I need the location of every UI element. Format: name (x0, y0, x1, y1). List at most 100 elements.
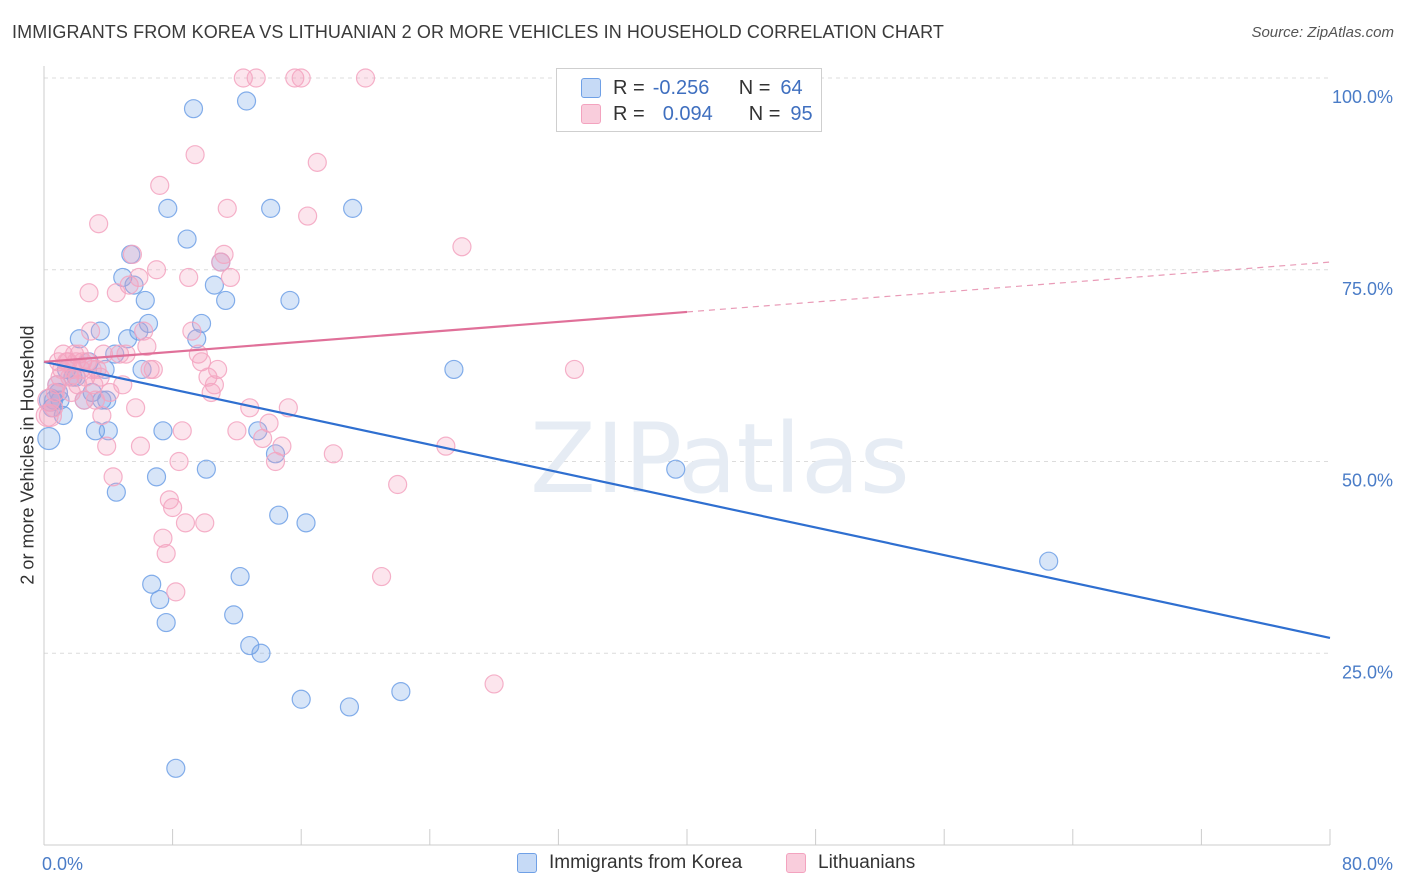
point-0-51 (269, 505, 289, 525)
point-1-94 (564, 359, 585, 380)
point-1-57 (169, 451, 189, 472)
point-0-38 (191, 313, 212, 334)
point-1-25 (81, 321, 101, 341)
y-axis-label: 2 or more Vehicles in Household (17, 325, 38, 585)
legend-n-label-korea: N = (738, 76, 771, 99)
point-1-45 (130, 436, 151, 456)
point-1-81 (272, 436, 292, 456)
point-0-9 (69, 329, 89, 349)
point-0-19 (106, 482, 126, 502)
point-1-32 (92, 405, 112, 426)
point-1-62 (185, 145, 205, 165)
point-0-43 (224, 605, 244, 625)
point-0-42 (216, 290, 236, 311)
y-tick-label-1: 75.0% (1342, 279, 1393, 299)
legend-item-label-lithuanians: Lithuanians (818, 852, 916, 873)
point-1-73 (220, 267, 241, 288)
legend-n-value-korea: 64 (780, 76, 803, 99)
legend-swatch-korea (581, 78, 601, 98)
point-1-53 (156, 543, 176, 564)
legend-n-label-lithuanians: N = (748, 102, 781, 125)
point-1-55 (163, 497, 183, 518)
point-1-60 (179, 267, 199, 288)
point-0-6 (53, 405, 73, 426)
point-1-71 (214, 244, 234, 265)
data-points (35, 68, 1059, 778)
point-0-25 (132, 359, 152, 380)
point-1-61 (182, 321, 202, 341)
point-0-0 (37, 426, 61, 451)
point-1-84 (291, 68, 311, 88)
trend-line-0 (43, 360, 1331, 639)
point-1-89 (371, 566, 392, 587)
point-1-66 (198, 367, 218, 387)
point-1-83 (285, 68, 305, 88)
point-1-36 (103, 467, 123, 487)
legend-row-lithuanians: R = 0.094 N = 95 (581, 101, 813, 127)
grid-lines (44, 77, 1330, 654)
series-legend: Immigrants from Korea Lithuanians (0, 852, 1406, 876)
point-0-21 (117, 329, 138, 349)
point-1-21 (74, 390, 94, 410)
point-1-43 (126, 398, 146, 418)
legend-item-lithuanians[interactable]: Lithuanians (786, 852, 915, 874)
point-1-56 (166, 582, 186, 602)
series-points-1 (35, 68, 585, 694)
axes (43, 66, 1331, 846)
point-0-52 (280, 290, 300, 311)
legend-item-korea[interactable]: Immigrants from Korea (517, 852, 742, 874)
point-1-77 (246, 68, 266, 88)
point-1-59 (175, 513, 196, 533)
y-tick-label-2: 50.0% (1342, 471, 1393, 491)
point-1-93 (484, 674, 504, 694)
trend-line-1 (43, 310, 688, 363)
point-1-34 (97, 436, 117, 456)
point-1-31 (90, 367, 110, 387)
x-tick-label-0: 0.0% (42, 854, 83, 874)
point-1-52 (153, 528, 173, 548)
point-1-42 (122, 244, 143, 265)
point-0-57 (391, 681, 411, 702)
point-1-85 (298, 206, 318, 226)
legend-row-korea: R = -0.256 N = 64 (581, 75, 803, 101)
point-1-72 (217, 198, 237, 218)
point-1-27 (84, 375, 104, 395)
x-tick-label-1: 80.0% (1342, 854, 1393, 874)
point-0-16 (97, 390, 117, 410)
point-1-3 (44, 398, 64, 418)
point-0-14 (90, 321, 110, 341)
point-1-90 (388, 474, 408, 495)
y-tick-label-3: 25.0% (1342, 662, 1393, 682)
point-0-24 (129, 321, 149, 341)
point-1-74 (227, 421, 247, 441)
point-0-60 (1039, 551, 1059, 571)
stats-legend: R = -0.256 N = 64 R = 0.094 N = 95 (556, 68, 822, 132)
trend-lines (43, 261, 1331, 639)
legend-swatch-lithuanians (581, 104, 601, 124)
y-tick-label-0: 100.0% (1332, 87, 1393, 107)
point-1-54 (159, 490, 179, 510)
point-1-47 (137, 336, 157, 357)
point-1-58 (172, 421, 192, 441)
point-0-59 (666, 459, 686, 479)
chart-source: Source: ZipAtlas.com (1251, 24, 1394, 41)
point-0-48 (251, 643, 271, 663)
point-0-49 (261, 198, 281, 218)
point-1-24 (79, 283, 99, 303)
point-0-55 (339, 697, 360, 717)
chart-title: IMMIGRANTS FROM KOREA VS LITHUANIAN 2 OR… (12, 22, 944, 42)
point-0-58 (444, 359, 464, 380)
point-0-39 (196, 459, 216, 479)
point-1-46 (134, 321, 154, 341)
point-0-53 (291, 689, 311, 709)
trend-line-extension-1 (686, 261, 1331, 313)
point-0-40 (204, 275, 224, 295)
point-1-69 (208, 359, 228, 380)
point-0-56 (343, 198, 363, 218)
point-0-44 (230, 566, 250, 587)
point-1-41 (119, 275, 139, 295)
legend-item-swatch-lithuanians (786, 853, 806, 873)
point-1-38 (109, 344, 130, 364)
point-0-31 (153, 421, 173, 441)
